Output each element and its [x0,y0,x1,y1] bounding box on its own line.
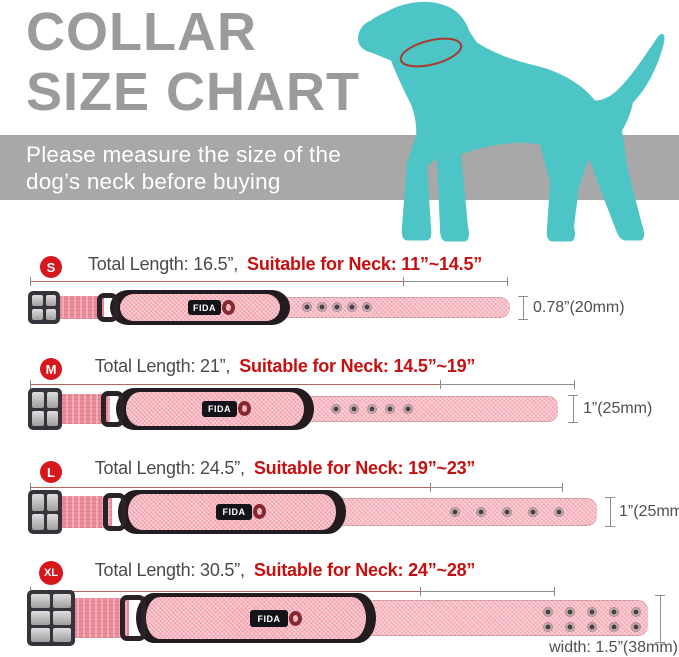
eyelet-hole [544,623,552,631]
notice-line1: Please measure the size of the [26,142,341,167]
collar-band-tail [338,498,597,526]
brand-label: FIDA [202,401,237,417]
size-badge-s: S [40,256,62,278]
eyelet-hole [451,508,459,516]
collar-strap [71,598,129,638]
measure-line [30,483,563,492]
total-length-label: Total Length: 30.5”, [94,560,245,580]
eyelet-hole [588,608,596,616]
width-indicator [605,497,615,527]
collar-strap [56,296,104,319]
size-badge-xl: XL [39,561,63,585]
eyelet-hole [386,405,394,413]
dog-icon [358,1,665,242]
eyelet-hole [632,608,640,616]
row-header-m: Total Length: 21”, Suitable for Neck: 14.… [30,356,540,377]
eyelet-hole [529,508,537,516]
eyelet-hole [610,608,618,616]
brand-label: FIDA [216,504,252,520]
title-line1: COLLAR [26,2,257,62]
label-ring-icon [222,300,235,315]
eyelet-hole [333,303,341,311]
row-header-xl: Total Length: 30.5”, Suitable for Neck: 2… [30,560,540,581]
buckle-icon [27,590,75,646]
row-header-s: Total Length: 16.5”, Suitable for Neck: 1… [30,254,540,275]
eyelet-hole [632,623,640,631]
page-title: COLLAR SIZE CHART [26,2,360,122]
width-indicator [568,395,578,423]
total-length-label: Total Length: 21”, [94,356,231,376]
eyelet-hole [404,405,412,413]
eyelet-hole [503,508,511,516]
notice-line2: dog’s neck before buying [26,169,281,194]
eyelet-hole [588,623,596,631]
label-ring-icon [289,611,302,626]
width-label: 0.78”(20mm) [533,299,625,316]
collar-band-tail [368,600,648,636]
eyelet-hole [368,405,376,413]
collar-band-tail [306,396,558,422]
eyelet-hole [566,608,574,616]
total-length-label: Total Length: 16.5”, [87,254,239,274]
neck-range-label: Suitable for Neck: 14.5”~19” [239,356,476,376]
dog-silhouette-icon [357,0,679,246]
d-ring-icon [120,595,146,641]
d-ring-icon [97,293,118,322]
measure-line [30,380,575,389]
brand-label: FIDA [188,300,221,315]
size-badge-l: L [40,461,62,483]
neck-range-label: Suitable for Neck: 11”~14.5” [247,254,483,274]
size-row-s: S Total Length: 16.5”, Suitable for Neck:… [0,250,679,351]
d-ring-icon [101,391,124,427]
width-label: width: 1.5”(38mm) [549,639,678,656]
buckle-icon [28,490,62,534]
width-indicator [518,296,528,320]
width-label: 1”(25mm) [583,400,653,417]
d-ring-icon [103,493,126,531]
title-line2: SIZE CHART [26,62,360,122]
size-row-xl: XL Total Length: 30.5”, Suitable for Neck… [0,556,679,657]
size-row-m: M Total Length: 21”, Suitable for Neck: 1… [0,352,679,453]
eyelet-hole [555,508,563,516]
notice-text: Please measure the size of the dog’s nec… [26,141,341,195]
eyelet-hole [610,623,618,631]
eyelet-hole [348,303,356,311]
buckle-icon [28,291,60,324]
neck-range-label: Suitable for Neck: 19”~23” [253,458,476,478]
neck-range-label: Suitable for Neck: 24”~28” [253,560,476,580]
width-indicator [655,595,665,643]
width-label: 1”(25mm) [619,503,679,520]
eyelet-hole [544,608,552,616]
measure-line [30,277,508,286]
total-length-label: Total Length: 24.5”, [94,458,245,478]
collar-padded-band [116,388,314,430]
eyelet-hole [332,405,340,413]
neck-measure-ellipse [399,37,463,68]
label-ring-icon [253,504,266,519]
eyelet-hole [318,303,326,311]
size-row-l: L Total Length: 24.5”, Suitable for Neck:… [0,454,679,555]
eyelet-hole [477,508,485,516]
size-badge-m: M [40,358,62,380]
label-ring-icon [238,401,251,416]
eyelet-hole [303,303,311,311]
buckle-icon [28,388,62,430]
brand-label: FIDA [250,610,288,627]
eyelet-hole [566,623,574,631]
eyelet-hole [350,405,358,413]
eyelet-hole [363,303,371,311]
row-header-l: Total Length: 24.5”, Suitable for Neck: 1… [30,458,540,479]
collar-band-tail [282,297,510,318]
